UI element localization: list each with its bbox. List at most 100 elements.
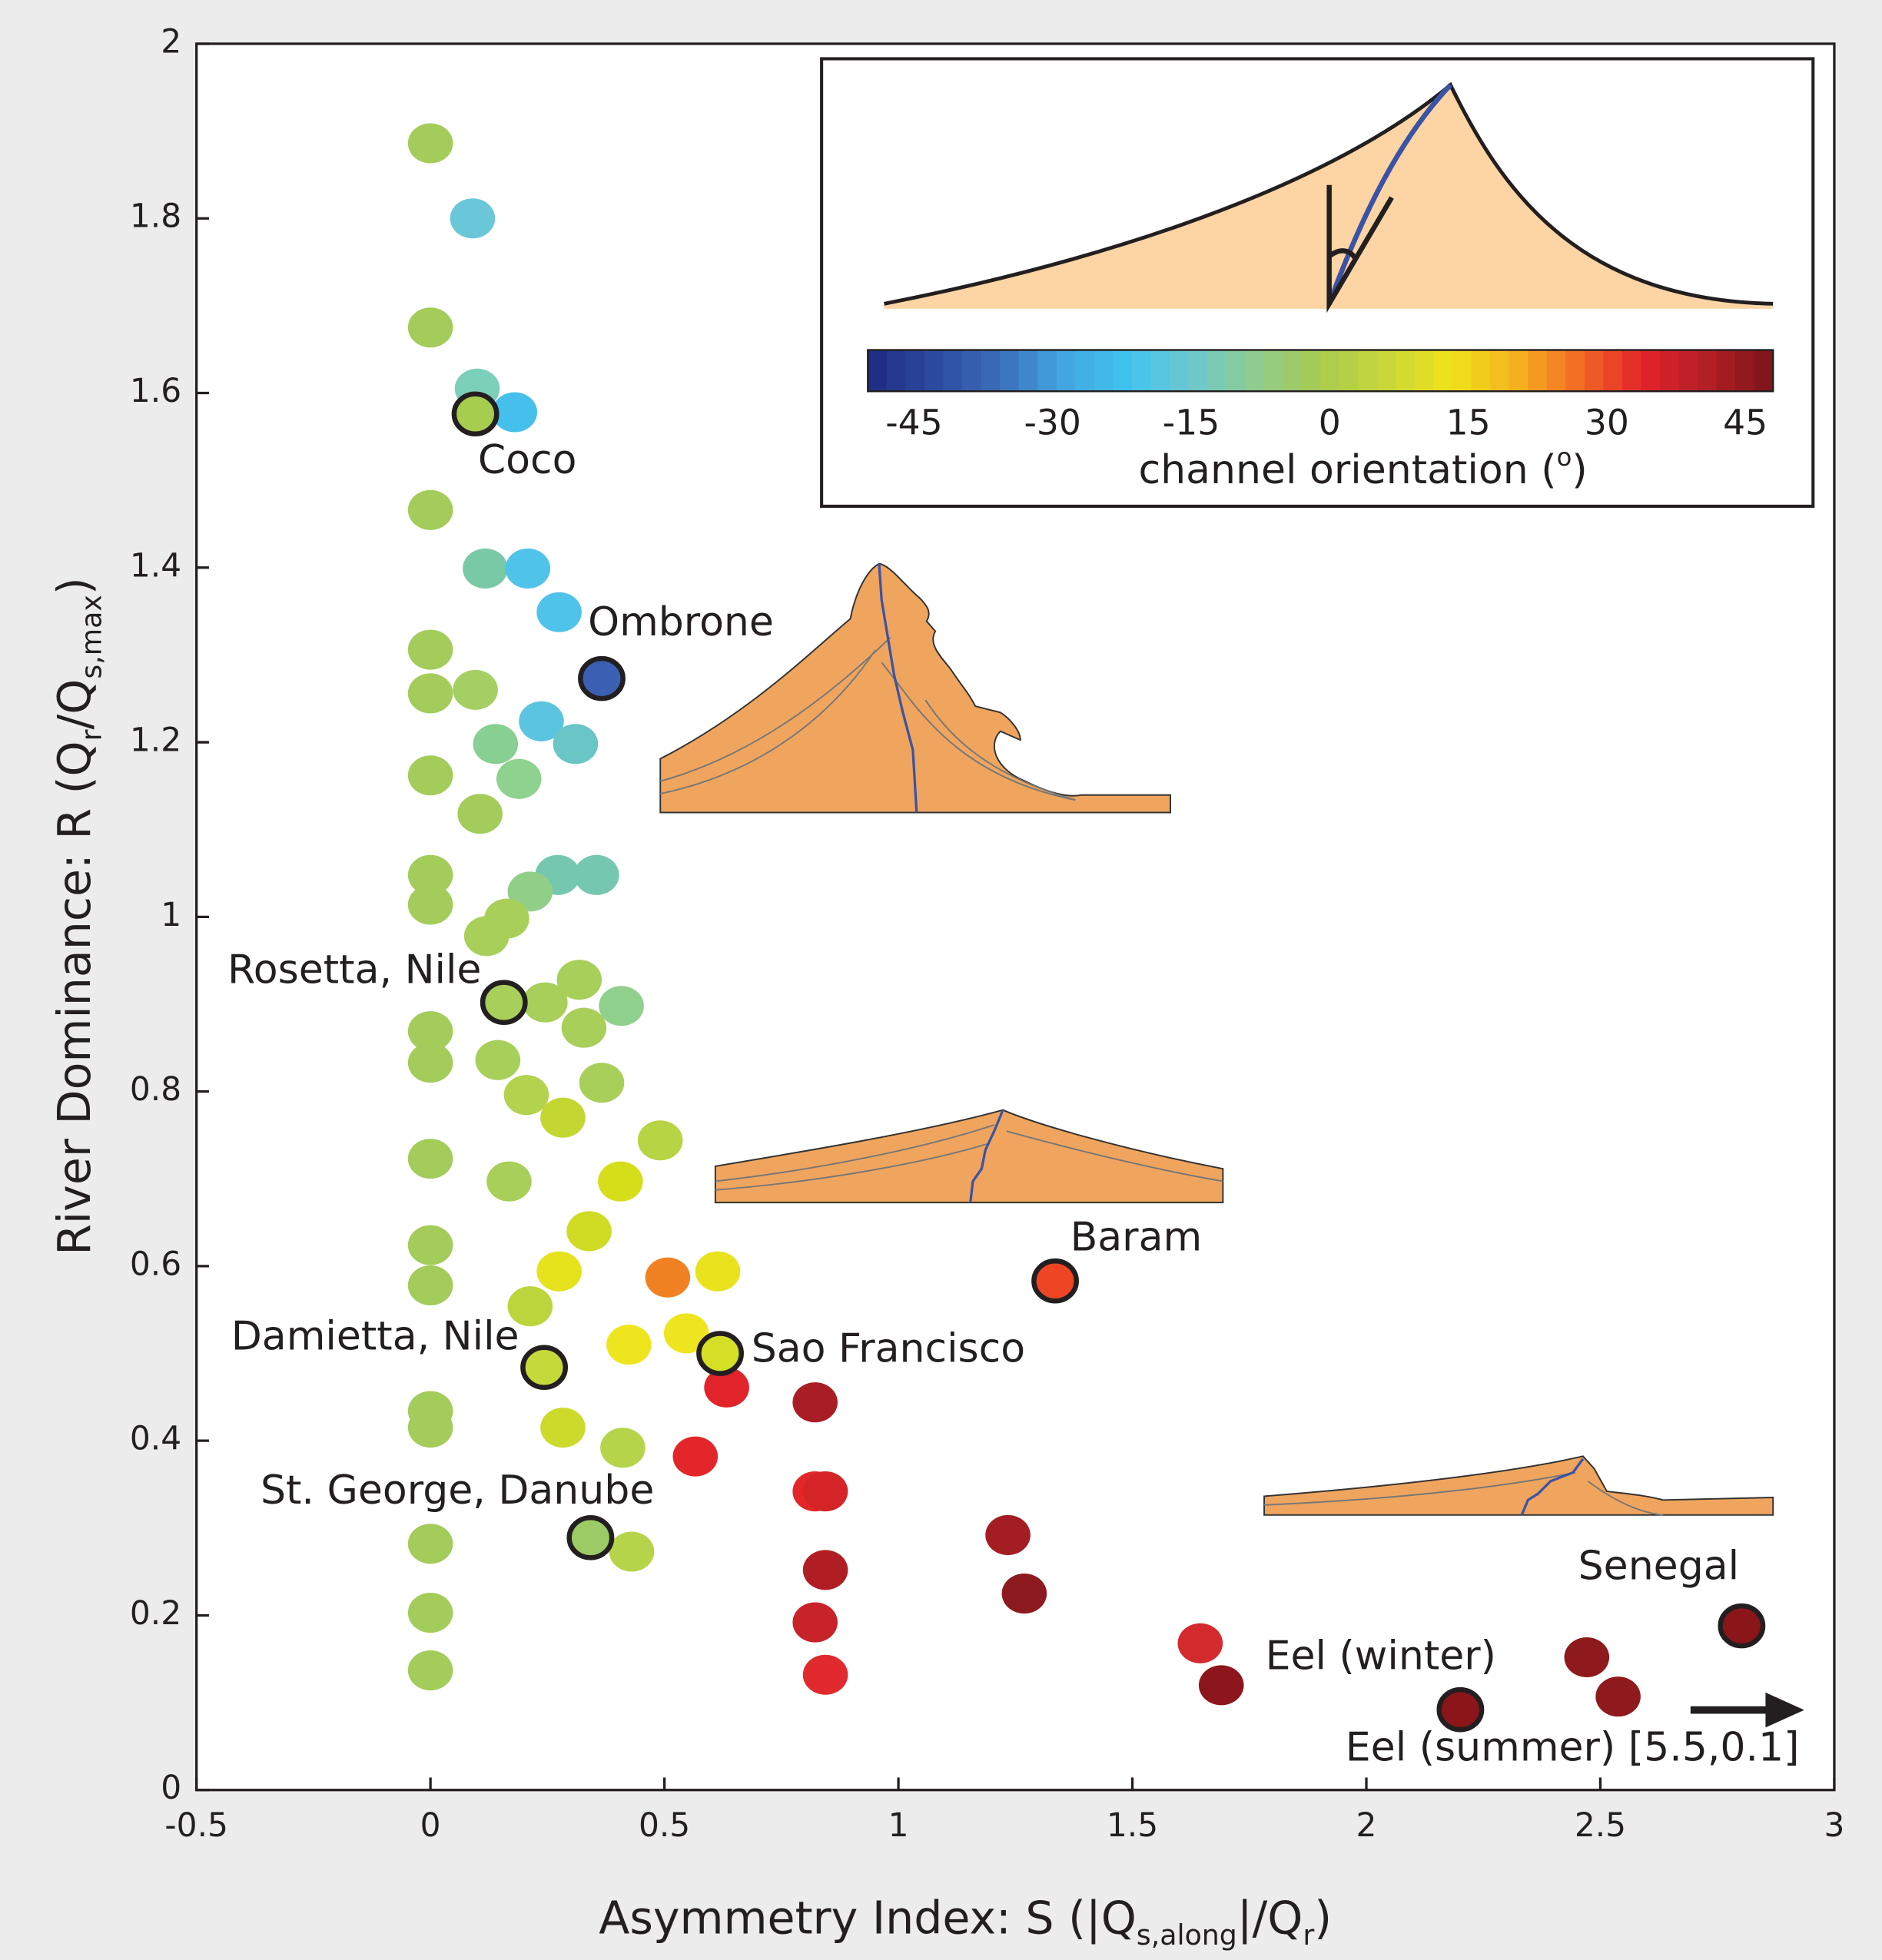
colorbar-step: [962, 350, 982, 392]
point: [407, 884, 453, 925]
colorbar-tick-label: 45: [1723, 403, 1767, 443]
point: [802, 1471, 848, 1512]
point: [407, 854, 453, 895]
colorbar-step: [1056, 350, 1077, 392]
point: [540, 1408, 586, 1448]
label-part: s,along: [1137, 1919, 1237, 1952]
point: [600, 1428, 646, 1468]
point: [407, 1593, 453, 1633]
point: [523, 982, 568, 1023]
colorbar-step: [1735, 350, 1755, 392]
y-tick-label: 0.2: [130, 1594, 181, 1632]
point: [407, 1524, 453, 1564]
x-tick-label: 3: [1824, 1806, 1844, 1844]
point: [561, 1007, 607, 1048]
point: [450, 198, 496, 239]
point-label: Ombrone: [588, 599, 774, 645]
point: [457, 794, 503, 834]
point: [407, 489, 453, 530]
colorbar-step: [1131, 350, 1152, 392]
colorbar-step: [1396, 350, 1416, 392]
highlight-point: [566, 1515, 615, 1560]
point-label: Eel (winter): [1266, 1633, 1496, 1679]
point: [645, 1257, 691, 1298]
y-tick-label: 0.6: [130, 1245, 181, 1282]
x-tick-label: 1.5: [1107, 1806, 1158, 1844]
axis-label: channel orientation (o): [1139, 443, 1588, 493]
point: [574, 854, 619, 895]
colorbar-step: [1094, 350, 1114, 392]
point: [663, 1313, 709, 1354]
colorbar-step: [1320, 350, 1340, 392]
inset: [820, 57, 1815, 508]
point: [407, 629, 453, 670]
colorbar-step: [905, 350, 925, 392]
y-tick-label: 1.4: [130, 546, 181, 584]
highlight-point: [520, 1345, 569, 1391]
colorbar-step: [1018, 350, 1039, 392]
arrow-head: [1765, 1692, 1804, 1728]
x-tick-label: 0.5: [639, 1806, 690, 1844]
point: [536, 592, 582, 632]
point: [503, 1075, 549, 1116]
x-tick-label: -0.5: [164, 1806, 228, 1844]
point: [407, 307, 453, 348]
colorbar-step: [1263, 350, 1284, 392]
y-tick-label: 2: [161, 22, 181, 60]
x-tick-label: 2.5: [1575, 1806, 1626, 1844]
colorbar-step: [981, 350, 1001, 392]
highlight-point: [696, 1331, 744, 1376]
point: [463, 916, 510, 957]
colorbar-step: [1358, 350, 1378, 392]
point: [407, 673, 453, 714]
highlight-point: [1031, 1258, 1079, 1304]
highlight-point: [1718, 1603, 1766, 1649]
x-tick-label: 2: [1356, 1806, 1377, 1844]
point: [1001, 1574, 1047, 1614]
label-part: r: [1303, 1919, 1314, 1952]
colorbar-step: [1113, 350, 1133, 392]
colorbar-step: [1339, 350, 1359, 392]
colorbar-step: [868, 350, 888, 392]
inset-channel: [1326, 83, 1452, 305]
point: [407, 123, 453, 164]
colorbar-step: [1490, 350, 1510, 392]
point: [507, 871, 553, 912]
colorbar-step: [1641, 350, 1661, 392]
x-tick-label: 1: [888, 1806, 909, 1844]
point: [407, 1225, 453, 1265]
inset-angle: [1326, 184, 1394, 313]
point: [1595, 1676, 1641, 1717]
inset-outline: [884, 81, 1774, 306]
y-tick-label: 0.8: [130, 1070, 181, 1108]
point-label: Rosetta, Nile: [227, 947, 481, 993]
colorbar-step: [1678, 350, 1699, 392]
colorbar-step: [943, 350, 963, 392]
colorbar-step: [1603, 350, 1623, 392]
label-part: Asymmetry Index: S (|Q: [599, 1892, 1137, 1945]
label-part: ): [1314, 1892, 1332, 1945]
colorbar-step: [1414, 350, 1435, 392]
point: [407, 755, 453, 796]
point: [407, 1650, 453, 1691]
point: [407, 1139, 453, 1179]
point: [463, 548, 508, 589]
point: [606, 1325, 652, 1365]
colorbar-step: [1716, 350, 1737, 392]
point: [486, 1161, 532, 1202]
colorbar-step: [1226, 350, 1246, 392]
delta-schematic: [659, 562, 1774, 1516]
colorbar-step: [1509, 350, 1529, 392]
point: [473, 724, 519, 764]
colorbar-step: [1433, 350, 1454, 392]
point: [507, 1286, 553, 1327]
colorbar-frame: [867, 349, 1774, 393]
point: [492, 392, 538, 433]
point: [566, 1211, 612, 1252]
point: [553, 724, 599, 764]
point: [792, 1602, 838, 1643]
point: [540, 1097, 586, 1138]
point: [407, 1265, 453, 1305]
